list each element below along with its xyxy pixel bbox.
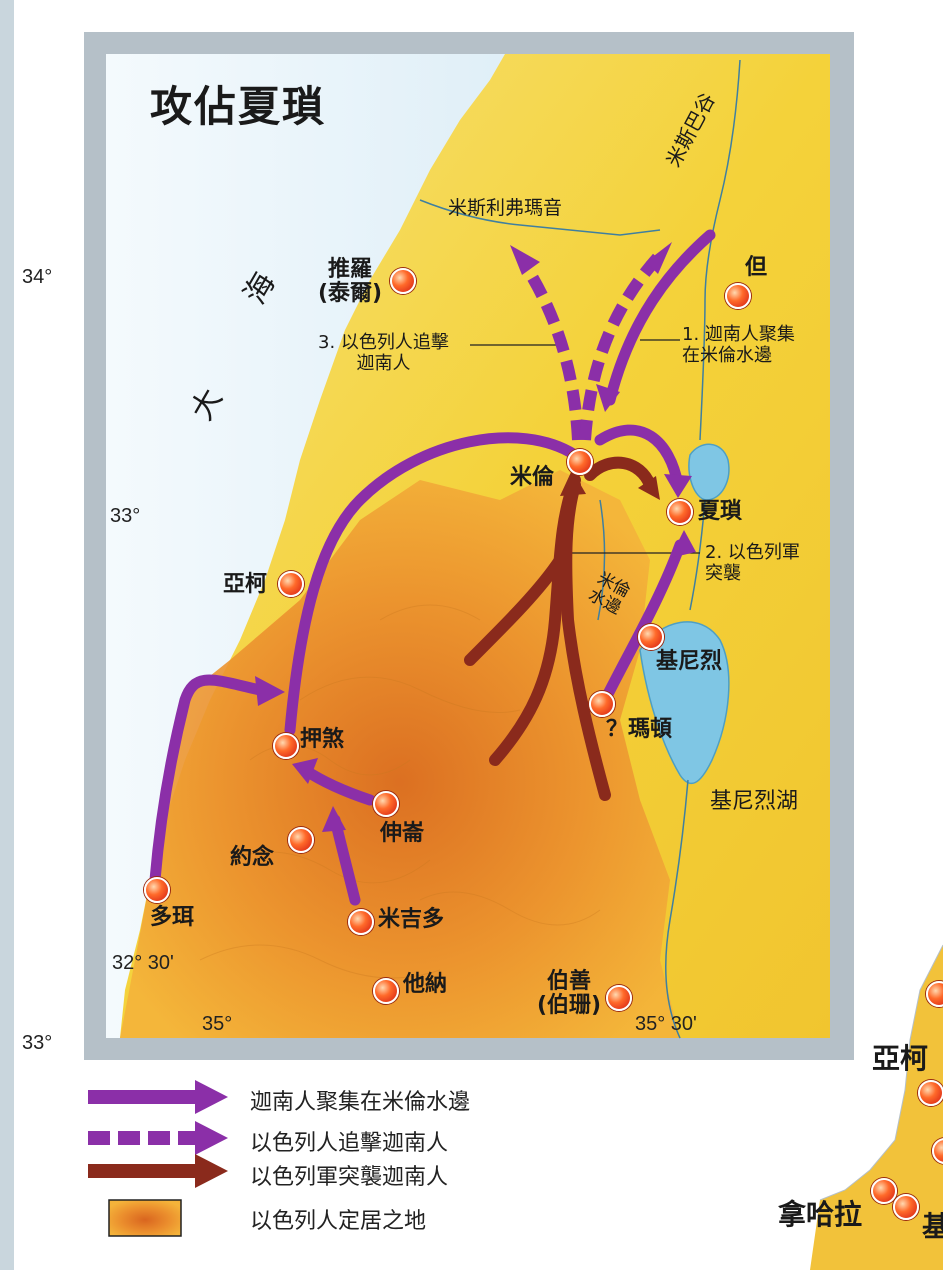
inset-acco-label: 亞柯 <box>872 1042 929 1075</box>
legend-item-1: 迦南人聚集在米倫水邊 <box>250 1090 471 1115</box>
dan-label: 但 <box>745 255 768 280</box>
lat-33-inset-label: 33° <box>22 1032 53 1054</box>
lon-35-30-label: 35° 30' <box>635 1013 697 1035</box>
tyre-dot <box>390 268 416 294</box>
jokneam-dot <box>288 827 314 853</box>
note-3: 3. 以色列人追擊 迦南人 <box>318 332 449 374</box>
acco-dot <box>278 571 304 597</box>
inset-dot-2 <box>918 1080 943 1106</box>
inset-dot-4 <box>871 1178 897 1204</box>
river-mispehhor-label: 米斯利弗瑪音 <box>448 197 563 219</box>
merom-dot <box>567 449 593 475</box>
acco-label: 亞柯 <box>223 572 268 597</box>
inset-naharai-label: 拿哈拉 <box>778 1198 863 1231</box>
madon-dot <box>589 691 615 717</box>
jokneam-label: 約念 <box>230 845 275 870</box>
chinnereth-dot <box>638 624 664 650</box>
map-title: 攻佔夏瑣 <box>150 82 327 131</box>
megiddo-label: 米吉多 <box>378 907 445 932</box>
hazor-dot <box>667 499 693 525</box>
dor-dot <box>144 877 170 903</box>
dor-label: 多珥 <box>150 905 195 930</box>
chinnereth-label: 基尼烈 <box>656 649 723 674</box>
dan-dot <box>725 283 751 309</box>
bethshean-dot <box>606 985 632 1011</box>
hazor-label: 夏瑣 <box>698 499 743 524</box>
legend-item-3: 以色列軍突襲迦南人 <box>250 1165 449 1190</box>
lon-35-label: 35° <box>202 1013 233 1035</box>
inset-partial-label: 基 <box>922 1210 943 1243</box>
madon-label: ？瑪頓 <box>606 717 673 742</box>
taanach-label: 他納 <box>403 972 448 997</box>
legend-item-4: 以色列人定居之地 <box>250 1209 427 1234</box>
achshaph-label: 押煞 <box>300 727 345 752</box>
inset-dot-1 <box>926 981 943 1007</box>
legend-item-2: 以色列人追擊迦南人 <box>250 1131 449 1156</box>
lake-chinnereth-label: 基尼烈湖 <box>710 789 799 814</box>
lat-32-30-label: 32° 30' <box>112 952 174 974</box>
note-2: 2. 以色列軍 突襲 <box>705 542 800 584</box>
achshaph-dot <box>273 733 299 759</box>
inset-dot-5 <box>893 1194 919 1220</box>
shimron-label: 伸崙 <box>380 821 425 846</box>
lat-33-label: 33° <box>110 505 141 527</box>
tyre-label: 推羅 (泰爾) <box>318 257 383 307</box>
bethshean-label: 伯善 (伯珊) <box>537 969 602 1019</box>
lat-34-label: 34° <box>22 266 53 288</box>
legend-swatches <box>88 1080 228 1237</box>
shimron-dot <box>373 791 399 817</box>
taanach-dot <box>373 978 399 1004</box>
megiddo-dot <box>348 909 374 935</box>
note-1: 1. 迦南人聚集 在米倫水邊 <box>682 324 795 366</box>
merom-label: 米倫 <box>510 465 555 490</box>
